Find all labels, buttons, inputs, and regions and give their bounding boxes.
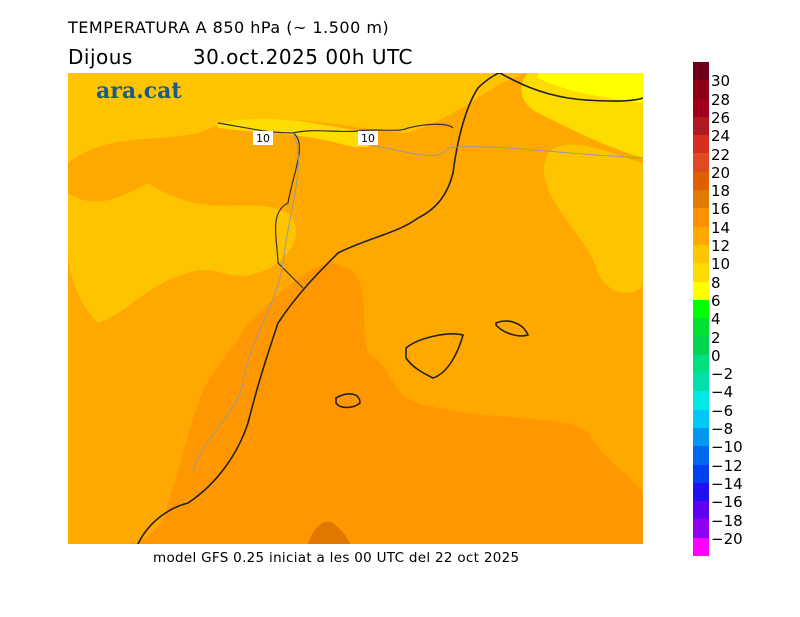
date-line: Dijous 30.oct.2025 00h UTC (68, 45, 413, 69)
color-scale-segment (693, 409, 709, 428)
color-scale-segment (693, 263, 709, 282)
color-scale-segment (693, 80, 709, 99)
color-scale-segment (693, 464, 709, 483)
color-scale-label: −12 (711, 456, 743, 475)
color-scale-label: −20 (711, 529, 743, 548)
color-scale-label: 6 (711, 291, 721, 310)
color-scale-label: 10 (711, 255, 731, 274)
color-scale-segment (693, 153, 709, 172)
color-scale-label: 0 (711, 346, 721, 365)
color-scale-label: −14 (711, 474, 743, 493)
mallorca (405, 333, 464, 379)
contour-label-box (358, 131, 378, 145)
color-scale-label: 24 (711, 127, 731, 146)
color-scale-segment (693, 299, 709, 319)
contour-label: 10 (361, 132, 375, 145)
color-scale-segment (693, 482, 709, 502)
color-scale-segment (693, 501, 709, 520)
color-scale-segment (693, 391, 709, 410)
color-scale-label: 26 (711, 108, 731, 127)
field-12-14 (68, 73, 643, 544)
color-scale-segment (693, 244, 709, 264)
color-scale-segment (693, 373, 709, 392)
color-scale-segment (693, 281, 709, 300)
color-scale-segment (693, 190, 709, 209)
color-scale-label: 2 (711, 328, 721, 347)
color-scale-label: −4 (711, 383, 734, 402)
contour-label: 10 (256, 132, 270, 145)
color-scale-segment (693, 226, 709, 245)
field-6-8 (538, 73, 643, 103)
field-16-18 (308, 521, 350, 544)
color-scale-label: 22 (711, 145, 731, 164)
ara-cat-logo: ara.cat (96, 78, 182, 104)
color-scale-label: −8 (711, 420, 734, 438)
color-scale-label: 4 (711, 310, 721, 329)
color-scale (693, 62, 709, 557)
temperature-map: 10 10 (68, 73, 643, 544)
contour-label-box (253, 131, 273, 145)
color-scale-label: 20 (711, 163, 731, 182)
color-scale-segment (693, 537, 709, 557)
color-scale-segment (693, 336, 709, 355)
color-scale-label: 14 (711, 218, 731, 237)
menorca (495, 320, 530, 337)
color-scale-label: −18 (711, 511, 743, 530)
coastline (137, 73, 643, 544)
color-scale-label: 12 (711, 237, 731, 255)
datetime-label: 30.oct.2025 00h UTC (192, 45, 413, 69)
color-scale-segment (693, 135, 709, 154)
color-scale-segment (693, 446, 709, 465)
map-title: TEMPERATURA A 850 hPa (~ 1.500 m) (68, 18, 390, 37)
color-scale-segment (693, 208, 709, 227)
color-scale-segment (693, 62, 709, 81)
color-scale-segment (693, 116, 709, 136)
color-scale-label: 8 (711, 273, 721, 292)
color-scale-segment (693, 98, 709, 117)
color-scale-label: 18 (711, 182, 731, 201)
color-scale-segment (693, 519, 709, 538)
color-scale-label: 16 (711, 200, 731, 219)
color-scale-segment (693, 318, 709, 337)
color-scale-segment (693, 171, 709, 191)
color-scale-label: −10 (711, 438, 743, 457)
color-scale-label: 28 (711, 90, 731, 109)
region-borders (192, 132, 643, 474)
day-label: Dijous (68, 45, 133, 69)
field-8-10 (218, 73, 643, 158)
color-scale-label: −2 (711, 365, 734, 384)
ibiza (335, 393, 361, 409)
color-scale-label: 30 (711, 72, 731, 91)
color-scale-segment (693, 427, 709, 447)
color-scale-label: −6 (711, 401, 734, 420)
model-info: model GFS 0.25 iniciat a les 00 UTC del … (153, 550, 520, 566)
field-10-12 (68, 73, 643, 323)
color-scale-label: −16 (711, 493, 743, 512)
color-scale-segment (693, 354, 709, 374)
